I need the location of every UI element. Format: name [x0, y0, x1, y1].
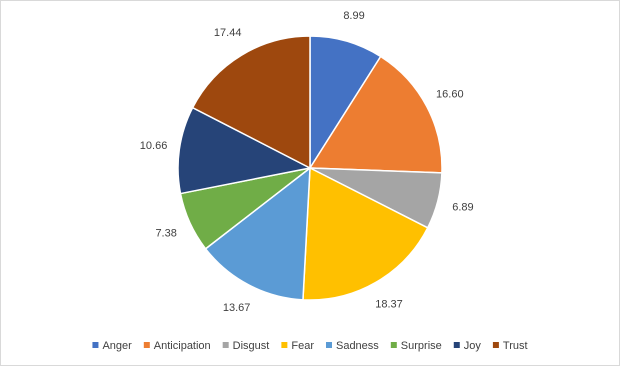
legend-swatch	[92, 342, 99, 348]
legend-label: Anticipation	[154, 340, 211, 352]
data-label: 8.99	[343, 10, 364, 22]
data-label: 6.89	[452, 202, 473, 214]
legend-swatch	[325, 342, 332, 348]
legend-label: Trust	[503, 340, 528, 352]
data-label: 10.66	[140, 140, 168, 152]
legend-label: Anger	[102, 340, 132, 352]
legend-label: Fear	[291, 340, 314, 352]
data-label: 7.38	[155, 227, 176, 239]
pie-slice	[204, 166, 311, 301]
data-label: 13.67	[223, 302, 251, 314]
legend-swatch	[281, 342, 288, 348]
data-label: 18.37	[375, 299, 403, 311]
legend-swatch	[222, 342, 229, 348]
pie-slice	[191, 35, 311, 170]
legend-swatch	[390, 342, 397, 348]
legend-label: Sadness	[336, 340, 379, 352]
pie-slice	[302, 166, 429, 301]
legend-label: Surprise	[401, 340, 442, 352]
legend-label: Joy	[464, 340, 482, 352]
legend-swatch	[143, 342, 150, 348]
legend-label: Disgust	[233, 340, 270, 352]
pie-slice	[177, 106, 313, 195]
pie-slice	[308, 55, 443, 174]
legend-swatch	[492, 342, 499, 348]
data-label: 17.44	[214, 27, 242, 39]
legend-swatch	[453, 342, 460, 348]
data-label: 16.60	[436, 88, 464, 100]
